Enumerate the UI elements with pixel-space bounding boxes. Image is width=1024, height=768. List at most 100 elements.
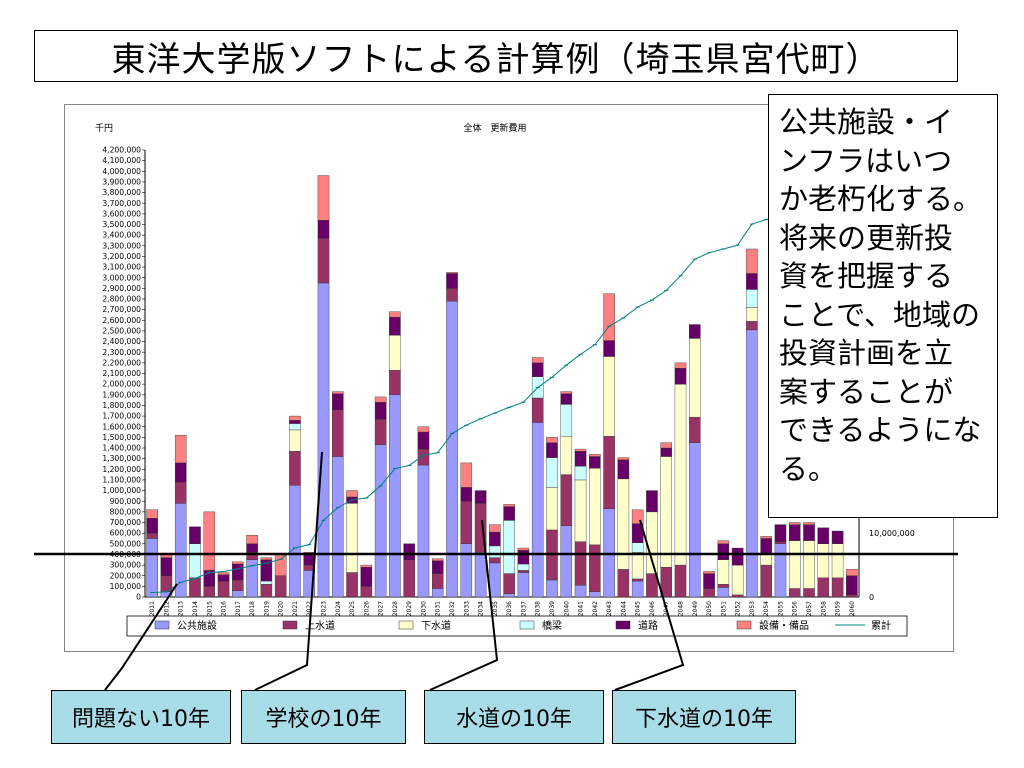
x-tick-label: 2019	[263, 601, 270, 616]
bar-bridge	[574, 465, 587, 481]
bar-water	[603, 436, 615, 509]
bar-equip	[546, 437, 558, 443]
callout-line: できるようにな	[779, 413, 982, 447]
y2-tick-label: 0	[869, 593, 874, 602]
bar-public	[232, 590, 244, 598]
bar-road	[189, 526, 201, 544]
bar-water	[289, 450, 301, 486]
y-tick-label: 2,500,000	[102, 327, 141, 336]
bar-water	[146, 532, 158, 539]
bar-public	[303, 570, 315, 598]
legend-label: 公共施設	[177, 619, 217, 632]
bar-equip	[232, 561, 244, 565]
bar-water	[589, 544, 601, 592]
x-tick-label: 2016	[221, 601, 228, 616]
bar-road	[817, 527, 830, 544]
y-tick-label: 200,000	[110, 571, 142, 580]
y-tick-label: 500,000	[110, 539, 142, 548]
bar-public	[174, 503, 187, 598]
x-tick-label: 2029	[406, 601, 413, 616]
bar-water	[232, 579, 244, 591]
y-tick-label: 3,500,000	[102, 220, 141, 229]
x-tick-label: 2050	[706, 601, 713, 616]
bar-public	[546, 579, 558, 598]
x-tick-label: 2024	[335, 601, 342, 616]
x-tick-label: 2030	[420, 601, 427, 616]
bar-road	[431, 560, 444, 574]
callout-line: る。	[779, 451, 838, 486]
y-tick-label: 2,100,000	[102, 369, 141, 378]
bar-equip	[603, 293, 615, 341]
bar-road	[631, 523, 644, 543]
bar-road	[674, 367, 687, 385]
bar-road	[517, 549, 530, 565]
x-tick-label: 2038	[535, 601, 542, 616]
bar-equip	[846, 569, 858, 576]
bar-public	[717, 587, 730, 598]
bar-equip	[660, 442, 672, 449]
label-water-supply: 水道の10年	[424, 690, 604, 744]
bar-equip	[389, 311, 401, 318]
x-tick-label: 2023	[321, 601, 328, 616]
bar-sewer	[560, 436, 573, 475]
x-tick-label: 2028	[392, 601, 399, 616]
y-tick-label: 3,700,000	[102, 199, 141, 208]
x-tick-label: 2056	[792, 601, 799, 616]
x-tick-label: 2034	[478, 601, 485, 616]
legend-label: 道路	[638, 619, 658, 632]
bar-equip	[703, 571, 715, 574]
legend-swatch-public	[154, 620, 170, 630]
bar-public	[417, 464, 430, 598]
bar-water	[531, 397, 544, 423]
bar-road	[232, 563, 244, 581]
bar-water	[417, 448, 430, 466]
bar-road	[417, 431, 430, 450]
bar-public	[446, 300, 458, 598]
bar-equip	[460, 462, 473, 488]
x-tick-label: 2027	[378, 601, 385, 616]
y-tick-label: 1,300,000	[102, 454, 141, 463]
x-tick-label: 2041	[578, 601, 585, 616]
bar-equip	[217, 572, 230, 575]
y-tick-label: 2,400,000	[102, 337, 141, 346]
y-tick-label: 400,000	[110, 550, 142, 559]
bar-sewer	[546, 487, 558, 531]
bar-water	[560, 474, 573, 526]
x-tick-label: 2012	[163, 601, 170, 616]
bar-sewer	[603, 356, 615, 437]
bar-water	[803, 588, 815, 598]
bar-equip	[246, 535, 258, 544]
bar-bridge	[631, 542, 644, 553]
bar-water	[788, 588, 801, 598]
bar-road	[703, 573, 715, 589]
x-tick-label: 2039	[549, 601, 556, 616]
x-tick-label: 2058	[820, 601, 827, 616]
legend-swatch-water	[282, 620, 298, 630]
bar-bridge	[517, 563, 530, 571]
bar-equip	[760, 536, 772, 539]
y-tick-label: 4,000,000	[102, 167, 141, 176]
x-tick-label: 2014	[192, 601, 199, 616]
x-tick-label: 2051	[720, 601, 727, 616]
bar-water	[817, 577, 830, 598]
bar-water	[660, 567, 672, 598]
bar-water	[517, 570, 530, 573]
bar-bridge	[189, 543, 201, 579]
bar-road	[360, 567, 373, 587]
bar-road	[289, 420, 301, 424]
y-tick-label: 1,800,000	[102, 401, 141, 410]
y-tick-label: 800,000	[110, 507, 142, 516]
x-tick-label: 2048	[678, 601, 685, 616]
bar-public	[746, 329, 758, 598]
bar-equip	[346, 490, 358, 498]
y-tick-label: 1,500,000	[102, 433, 141, 442]
bar-equip	[503, 504, 515, 507]
bar-water	[617, 569, 630, 598]
x-tick-label: 2057	[806, 601, 813, 616]
bar-public	[374, 444, 387, 598]
y-tick-label: 2,800,000	[102, 295, 141, 304]
x-tick-label: 2053	[749, 601, 756, 616]
bar-public	[289, 485, 301, 598]
y-tick-label: 1,000,000	[102, 486, 141, 495]
callout-line: 資を把握する	[779, 259, 954, 293]
